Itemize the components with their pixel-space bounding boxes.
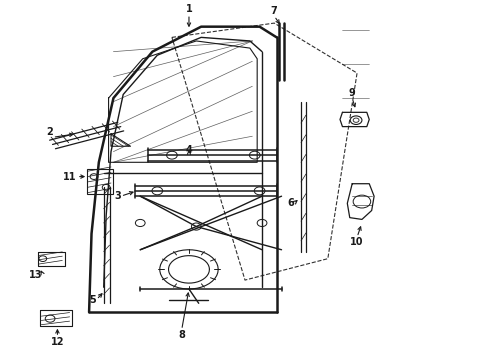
Text: 12: 12 [50,337,64,347]
Text: 9: 9 [349,88,356,98]
Text: 8: 8 [178,330,185,340]
Text: 6: 6 [287,198,294,208]
Text: 2: 2 [46,127,52,137]
Text: 1: 1 [186,4,193,14]
Text: 11: 11 [63,172,77,181]
Text: 7: 7 [271,6,278,16]
Text: 10: 10 [350,237,364,247]
Text: 3: 3 [114,191,121,201]
Text: 13: 13 [29,270,43,280]
Text: 5: 5 [90,295,97,305]
Text: 4: 4 [186,145,193,155]
